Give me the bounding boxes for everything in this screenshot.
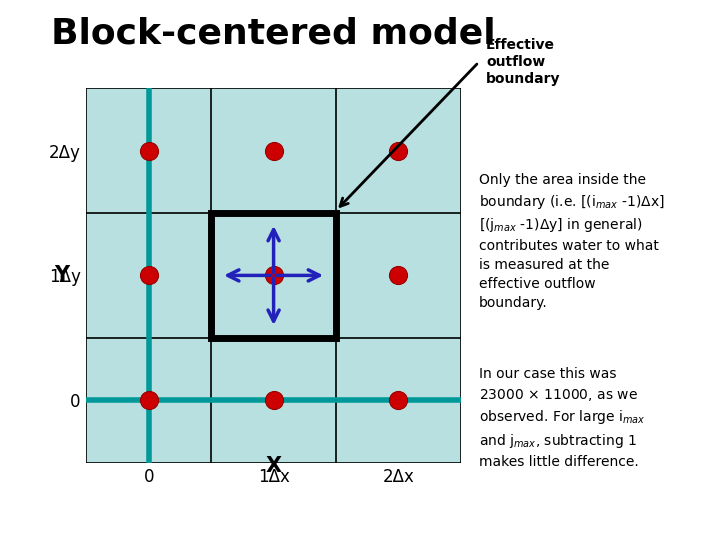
- Text: Y: Y: [54, 265, 69, 286]
- Text: Block-centered model: Block-centered model: [51, 16, 496, 50]
- Text: Only the area inside the
boundary (i.e. [(i$_{max}$ -1)$\Delta$x]
[(j$_{max}$ -1: Only the area inside the boundary (i.e. …: [479, 173, 665, 310]
- Text: Effective
outflow
boundary: Effective outflow boundary: [486, 38, 560, 86]
- Bar: [211, 213, 336, 338]
- Text: In our case this was
23000 $\times$ 11000, as we
observed. For large i$_{max}$
a: In our case this was 23000 $\times$ 1100…: [479, 367, 646, 469]
- Text: X: X: [266, 456, 282, 476]
